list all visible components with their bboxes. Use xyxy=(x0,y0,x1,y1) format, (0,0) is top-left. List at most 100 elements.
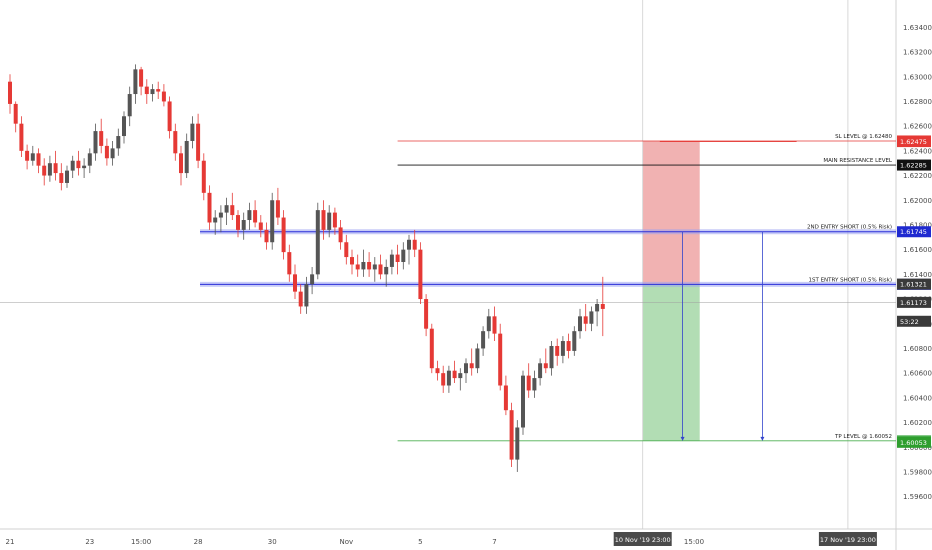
candle-body xyxy=(167,101,172,132)
price-tick-label-1: 1.63200 xyxy=(903,49,932,57)
candle-body xyxy=(230,205,235,216)
candle xyxy=(338,220,343,250)
candle xyxy=(543,348,548,374)
target-arrows xyxy=(680,231,765,441)
candle-body xyxy=(264,229,269,243)
price-tag-1: 1.62475 xyxy=(900,138,927,146)
price-tag-bg-1 xyxy=(897,136,931,148)
candle-body xyxy=(201,160,206,193)
candle-body xyxy=(521,375,525,428)
candle-body xyxy=(224,205,229,213)
candle xyxy=(241,212,246,240)
candle xyxy=(464,358,468,384)
candle xyxy=(42,158,47,186)
candle-body xyxy=(42,165,47,176)
price-tick-label-18: 1.59800 xyxy=(903,468,932,476)
candle xyxy=(521,370,525,435)
candle xyxy=(532,370,537,398)
time-tick-label-3: 28 xyxy=(194,538,203,546)
candle-body xyxy=(327,212,332,230)
candle-body xyxy=(247,210,252,221)
price-tag-2: 1.62285 xyxy=(900,162,927,170)
candle xyxy=(446,365,451,393)
candle xyxy=(150,84,155,102)
candle xyxy=(47,155,52,182)
candle xyxy=(247,202,252,230)
time-tick-label-2: 15:00 xyxy=(131,538,151,546)
candle xyxy=(344,234,349,265)
candle xyxy=(82,158,87,179)
candle-body xyxy=(25,150,30,161)
candle xyxy=(144,79,149,104)
price-tick-label-14: 1.60600 xyxy=(903,370,932,378)
candle xyxy=(367,252,372,277)
price-tag-bg-8 xyxy=(897,315,931,327)
reward-zone xyxy=(642,284,700,441)
price-tick-label-6: 1.62200 xyxy=(903,172,932,180)
candle-body xyxy=(127,94,132,117)
candle xyxy=(133,64,138,104)
candle xyxy=(201,153,206,201)
time-tick-label-9: 15:00 xyxy=(684,538,704,546)
candle xyxy=(87,148,92,174)
candle xyxy=(213,210,218,235)
candle xyxy=(253,200,258,228)
candle xyxy=(127,86,132,127)
candle-body xyxy=(458,373,463,379)
price-tick-label-16: 1.60200 xyxy=(903,419,932,427)
price-tick-label-8: 1.61800 xyxy=(903,221,932,229)
candle xyxy=(264,222,269,250)
candle xyxy=(458,368,463,391)
candle-body xyxy=(241,220,246,230)
candle xyxy=(361,249,366,277)
level-annotation-4: 1ST ENTRY SHORT (0.5% Risk) xyxy=(808,277,892,283)
candle xyxy=(304,276,309,314)
price-tag-8: 53:22 xyxy=(900,318,919,326)
candle-body xyxy=(532,378,537,391)
candle xyxy=(526,363,531,398)
time-tick-label-5: Nov xyxy=(339,538,353,546)
candle-body xyxy=(350,257,354,265)
candle-body xyxy=(173,131,178,154)
candle-body xyxy=(515,427,520,460)
candle xyxy=(350,249,354,275)
candle-body xyxy=(395,254,400,262)
candle-body xyxy=(338,227,343,243)
date-tag-bg-0 xyxy=(613,532,672,546)
price-tick-label-7: 1.62000 xyxy=(903,197,932,205)
candle xyxy=(395,244,400,275)
candle xyxy=(327,205,332,238)
candle xyxy=(218,205,223,233)
candle xyxy=(76,150,81,176)
candle-body xyxy=(418,249,423,300)
candle-body xyxy=(218,212,223,218)
level-annotation-5: TP LEVEL @ 1.60052 xyxy=(834,434,892,440)
candle-body xyxy=(65,170,69,183)
time-tick-label-0: 21 xyxy=(6,538,15,546)
candle-body xyxy=(555,345,560,356)
candle-body xyxy=(412,239,417,250)
candle-body xyxy=(76,160,81,169)
candle-body xyxy=(236,215,240,230)
target-arrowhead-1 xyxy=(760,436,765,441)
candle-body xyxy=(196,123,201,161)
candle xyxy=(424,294,429,337)
candle-body xyxy=(332,212,337,228)
candle xyxy=(116,128,121,156)
candle xyxy=(275,187,280,225)
candle xyxy=(509,402,514,468)
candle xyxy=(418,242,423,304)
candle xyxy=(270,192,275,250)
candle-body xyxy=(538,363,543,379)
candle xyxy=(429,323,434,374)
candle-body xyxy=(344,242,349,258)
candle-body xyxy=(258,222,263,230)
candle-body xyxy=(161,91,166,102)
candle xyxy=(321,200,326,240)
candle xyxy=(161,84,166,107)
price-tag-6: 1.61321 xyxy=(900,281,927,289)
candle-body xyxy=(13,103,18,124)
